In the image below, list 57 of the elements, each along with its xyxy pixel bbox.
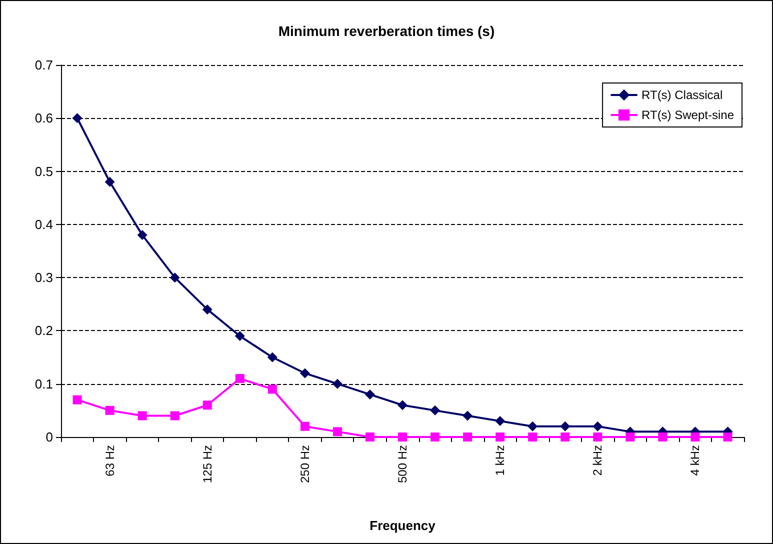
point xyxy=(234,331,245,342)
y-tick-label: 0.2 xyxy=(34,323,53,338)
point xyxy=(495,416,506,426)
point xyxy=(105,406,114,415)
point xyxy=(364,389,375,400)
point xyxy=(463,432,472,442)
point xyxy=(723,432,732,442)
point xyxy=(430,405,440,416)
point xyxy=(332,378,342,389)
point xyxy=(593,432,602,442)
x-tick-label: 2 kHz xyxy=(590,445,605,476)
point xyxy=(72,395,82,404)
y-tick-label: 0.6 xyxy=(34,110,53,126)
point xyxy=(462,410,473,421)
chart-title: Minimum reverberation times (s) xyxy=(278,23,495,39)
x-tick-label: 63 Hz xyxy=(102,445,117,476)
x-tick-label: 1 kHz xyxy=(493,445,508,476)
point xyxy=(170,411,180,420)
point xyxy=(592,421,603,432)
point xyxy=(268,384,277,394)
point xyxy=(104,176,115,187)
x-tick-label: 500 Hz xyxy=(396,445,410,484)
point xyxy=(560,432,570,442)
point xyxy=(430,432,440,442)
point xyxy=(202,400,212,410)
x-tick-label: 125 Hz xyxy=(200,445,214,484)
y-tick-label: 0.1 xyxy=(34,376,53,392)
y-tick-label: 0.7 xyxy=(34,58,53,72)
point xyxy=(560,421,570,432)
point xyxy=(170,272,180,283)
point xyxy=(202,304,212,314)
point xyxy=(398,400,408,410)
legend-label: RT(s) Classical xyxy=(642,88,723,102)
x-tick-label: 250 Hz xyxy=(298,445,312,484)
point xyxy=(496,432,505,442)
point xyxy=(300,422,310,431)
point xyxy=(138,411,147,420)
point xyxy=(626,432,635,442)
point xyxy=(72,113,82,124)
point xyxy=(528,421,538,432)
legend-label: RT(s) Swept-sine xyxy=(642,108,734,122)
point xyxy=(528,432,538,442)
point xyxy=(690,432,700,442)
x-axis-title: Frequency xyxy=(370,518,436,533)
point xyxy=(235,374,244,384)
point xyxy=(267,352,278,362)
point xyxy=(658,432,668,442)
point xyxy=(365,432,374,442)
y-tick-label: 0 xyxy=(46,430,53,444)
x-tick-label: 4 kHz xyxy=(688,445,702,476)
point xyxy=(332,427,342,436)
y-tick-label: 0.5 xyxy=(34,164,53,179)
point xyxy=(137,230,148,240)
point xyxy=(300,368,310,378)
y-tick-label: 0.3 xyxy=(34,270,53,286)
point xyxy=(398,432,407,442)
y-tick-label: 0.4 xyxy=(34,216,53,232)
